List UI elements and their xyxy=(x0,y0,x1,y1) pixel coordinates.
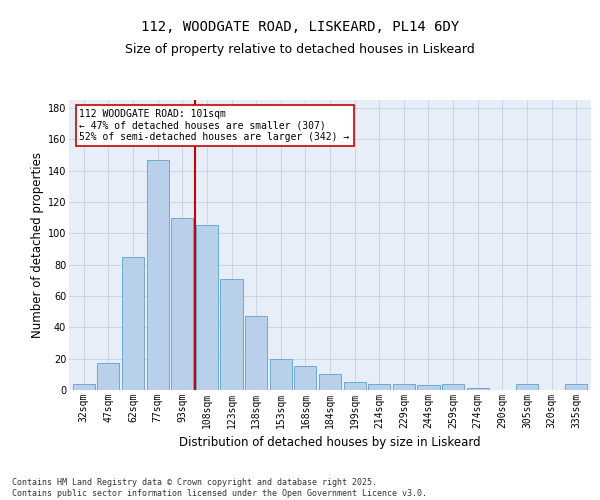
Text: 112, WOODGATE ROAD, LISKEARD, PL14 6DY: 112, WOODGATE ROAD, LISKEARD, PL14 6DY xyxy=(141,20,459,34)
Bar xyxy=(122,257,144,390)
Bar xyxy=(467,388,489,390)
Bar xyxy=(220,278,242,390)
Bar xyxy=(269,358,292,390)
Bar xyxy=(393,384,415,390)
Bar xyxy=(516,384,538,390)
Bar xyxy=(171,218,193,390)
Bar xyxy=(146,160,169,390)
Bar xyxy=(73,384,95,390)
Text: Contains HM Land Registry data © Crown copyright and database right 2025.
Contai: Contains HM Land Registry data © Crown c… xyxy=(12,478,427,498)
Bar xyxy=(294,366,316,390)
Text: 112 WOODGATE ROAD: 101sqm
← 47% of detached houses are smaller (307)
52% of semi: 112 WOODGATE ROAD: 101sqm ← 47% of detac… xyxy=(79,108,350,142)
Bar xyxy=(245,316,267,390)
Text: Size of property relative to detached houses in Liskeard: Size of property relative to detached ho… xyxy=(125,42,475,56)
Bar xyxy=(442,384,464,390)
Y-axis label: Number of detached properties: Number of detached properties xyxy=(31,152,44,338)
X-axis label: Distribution of detached houses by size in Liskeard: Distribution of detached houses by size … xyxy=(179,436,481,450)
Bar xyxy=(196,226,218,390)
Bar xyxy=(368,384,391,390)
Bar xyxy=(319,374,341,390)
Bar xyxy=(97,364,119,390)
Bar xyxy=(565,384,587,390)
Bar xyxy=(344,382,366,390)
Bar xyxy=(418,386,440,390)
